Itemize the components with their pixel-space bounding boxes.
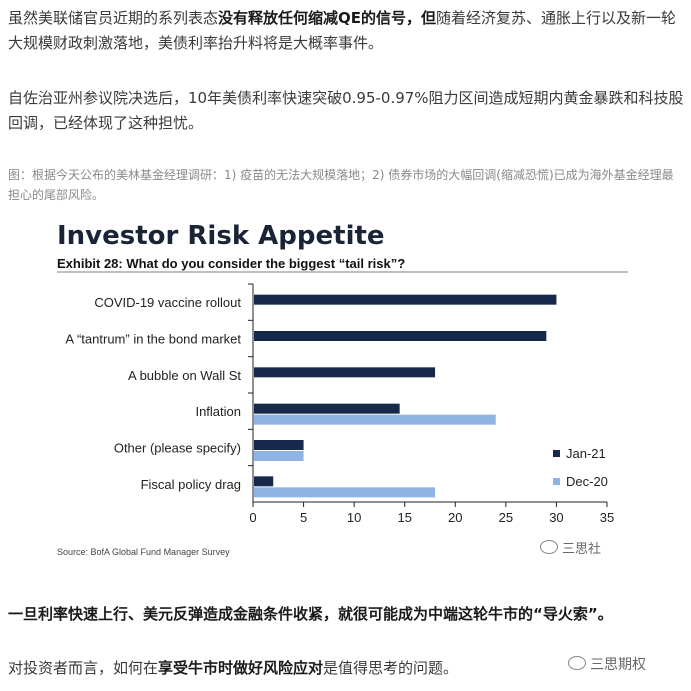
- category-label: Inflation: [195, 404, 241, 419]
- chart-source: Source: BofA Global Fund Manager Survey: [57, 547, 230, 557]
- wechat-icon: [540, 540, 558, 554]
- paragraph-2: 自佐治亚州参议院决选后，10年美债利率快速突破0.95-0.97%阻力区间造成短…: [8, 89, 684, 132]
- chart: Investor Risk Appetite Exhibit 28: What …: [57, 221, 628, 557]
- watermark-1: 三思社: [540, 538, 601, 557]
- legend-label-dec-20: Dec-20: [566, 474, 608, 489]
- paragraph-1: 虽然美联储官员近期的系列表态没有释放任何缩减QE的信号，但随着经济复苏、通胀上行…: [8, 6, 684, 56]
- x-tick-label: 0: [249, 510, 256, 525]
- legend-label-jan-21: Jan-21: [566, 446, 606, 461]
- p1-text-c: 随着经济复苏、通胀上行以及新一轮大规模财政刺激落地，美债利率抬升料将是大概率事件…: [8, 9, 677, 52]
- x-tick-label: 35: [600, 510, 614, 525]
- watermark-1-text: 三思社: [562, 542, 602, 557]
- category-label: COVID-19 vaccine rollout: [94, 295, 241, 310]
- bar-jan-21: [254, 440, 304, 450]
- plot-area: 0 5 10 15 20 25 30 35 COVID-19 vaccine rollout A …: [65, 283, 614, 525]
- paragraph-4: 对投资者而言，如何在享受牛市时做好风险应对是值得思考的问题。: [8, 657, 458, 678]
- legend-swatch-jan-21: [553, 450, 560, 457]
- x-tick-label: 25: [499, 510, 513, 525]
- bar-jan-21: [254, 294, 557, 305]
- watermark-2-text: 三思期权: [590, 657, 646, 673]
- p4-text-bold: 享受牛市时做好风险应对: [158, 659, 324, 677]
- x-tick-label: 30: [549, 510, 563, 525]
- p4-text-a: 对投资者而言，如何在: [8, 659, 159, 677]
- bar-dec-20: [254, 414, 496, 425]
- x-tick-label: 20: [448, 510, 462, 525]
- bar-dec-20: [254, 487, 436, 498]
- legend-swatch-dec-20: [553, 478, 560, 485]
- bar-jan-21: [254, 403, 400, 414]
- bar-jan-21: [254, 367, 436, 378]
- paragraph-3: 一旦利率快速上行、美元反弹造成金融条件收紧，就很可能成为中端这轮牛市的“导火索”…: [8, 605, 613, 623]
- chart-title: Investor Risk Appetite: [57, 221, 385, 251]
- x-tick-label: 5: [300, 510, 307, 525]
- category-label: A bubble on Wall St: [128, 368, 241, 383]
- bar-jan-21: [254, 476, 274, 487]
- x-tick-label: 10: [347, 510, 361, 525]
- p1-text-bold: 没有释放任何缩减QE的信号，但: [218, 9, 437, 27]
- x-tick-label: 15: [397, 510, 411, 525]
- figure-caption: 图：根据今天公布的美林基金经理调研：1) 疫苗的无法大规模落地；2) 债券市场的…: [8, 168, 674, 202]
- p4-text-c: 是值得思考的问题。: [323, 659, 459, 677]
- category-label: Other (please specify): [114, 441, 241, 456]
- bar-jan-21: [254, 331, 547, 341]
- chart-subtitle: Exhibit 28: What do you consider the big…: [57, 256, 405, 271]
- category-label: A “tantrum” in the bond market: [65, 332, 241, 347]
- watermark-2: 三思期权: [568, 654, 646, 674]
- category-label: Fiscal policy drag: [141, 477, 241, 492]
- bar-dec-20: [254, 451, 304, 461]
- p1-text-a: 虽然美联储官员近期的系列表态: [8, 9, 219, 27]
- wechat-icon: [568, 656, 586, 670]
